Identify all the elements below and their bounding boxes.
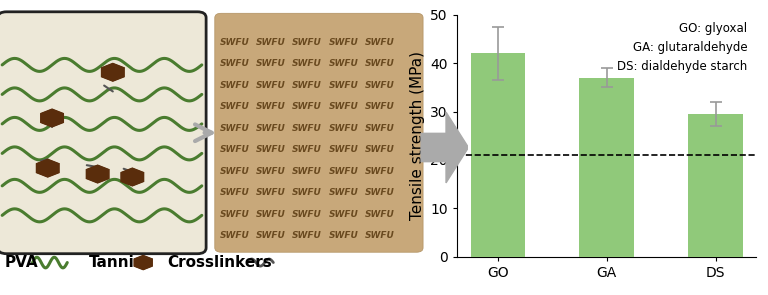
Text: SWFU: SWFU [366, 38, 395, 47]
Text: SWFU: SWFU [366, 124, 395, 133]
Text: SWFU: SWFU [366, 59, 395, 68]
Text: SWFU: SWFU [256, 59, 286, 68]
Text: Crosslinkers: Crosslinkers [167, 255, 272, 270]
Text: SWFU: SWFU [366, 81, 395, 90]
Polygon shape [41, 109, 63, 127]
Text: SWFU: SWFU [293, 210, 322, 219]
Text: SWFU: SWFU [220, 232, 249, 240]
Text: SWFU: SWFU [329, 59, 359, 68]
Bar [471, 53, 525, 257]
Text: SWFU: SWFU [220, 81, 249, 90]
Text: SWFU: SWFU [293, 81, 322, 90]
Text: SWFU: SWFU [256, 210, 286, 219]
Text: SWFU: SWFU [220, 59, 249, 68]
Text: SWFU: SWFU [293, 59, 322, 68]
Text: SWFU: SWFU [220, 38, 249, 47]
Text: SWFU: SWFU [256, 232, 286, 240]
Text: SWFU: SWFU [293, 102, 322, 111]
Text: SWFU: SWFU [256, 81, 286, 90]
Text: SWFU: SWFU [329, 145, 359, 154]
Text: SWFU: SWFU [329, 81, 359, 90]
FancyBboxPatch shape [0, 12, 206, 254]
Text: SWFU: SWFU [293, 124, 322, 133]
Text: SWFU: SWFU [293, 38, 322, 47]
Text: SWFU: SWFU [329, 167, 359, 176]
Text: PVA: PVA [5, 255, 38, 270]
Text: SWFU: SWFU [366, 232, 395, 240]
Text: SWFU: SWFU [329, 210, 359, 219]
Text: SWFU: SWFU [329, 232, 359, 240]
Text: Tannin: Tannin [89, 255, 146, 270]
Text: SWFU: SWFU [220, 189, 249, 197]
Text: SWFU: SWFU [293, 189, 322, 197]
Polygon shape [421, 112, 468, 183]
Text: SWFU: SWFU [220, 145, 249, 154]
Bar [688, 114, 743, 257]
Text: SWFU: SWFU [293, 232, 322, 240]
Text: GO: glyoxal
GA: glutaraldehyde
DS: dialdehyde starch: GO: glyoxal GA: glutaraldehyde DS: diald… [617, 22, 747, 73]
Polygon shape [134, 255, 152, 270]
Polygon shape [121, 168, 144, 186]
Bar [580, 78, 634, 257]
Text: SWFU: SWFU [366, 189, 395, 197]
Text: SWFU: SWFU [366, 167, 395, 176]
Text: SWFU: SWFU [293, 145, 322, 154]
Text: SWFU: SWFU [366, 210, 395, 219]
Text: SWFU: SWFU [220, 124, 249, 133]
Y-axis label: Tensile strength (MPa): Tensile strength (MPa) [410, 51, 425, 220]
Text: SWFU: SWFU [220, 210, 249, 219]
FancyBboxPatch shape [0, 12, 206, 254]
Text: SWFU: SWFU [256, 145, 286, 154]
Text: SWFU: SWFU [220, 167, 249, 176]
Polygon shape [36, 159, 59, 177]
Text: SWFU: SWFU [366, 145, 395, 154]
Text: SWFU: SWFU [256, 38, 286, 47]
Text: SWFU: SWFU [256, 124, 286, 133]
Polygon shape [86, 165, 109, 183]
FancyBboxPatch shape [215, 13, 423, 252]
Text: SWFU: SWFU [256, 167, 286, 176]
Text: SWFU: SWFU [329, 189, 359, 197]
Text: SWFU: SWFU [329, 102, 359, 111]
Text: SWFU: SWFU [256, 189, 286, 197]
Text: SWFU: SWFU [366, 102, 395, 111]
Text: SWFU: SWFU [256, 102, 286, 111]
Text: SWFU: SWFU [220, 102, 249, 111]
Text: SWFU: SWFU [329, 38, 359, 47]
Polygon shape [101, 63, 124, 81]
Text: SWFU: SWFU [329, 124, 359, 133]
Text: SWFU: SWFU [293, 167, 322, 176]
